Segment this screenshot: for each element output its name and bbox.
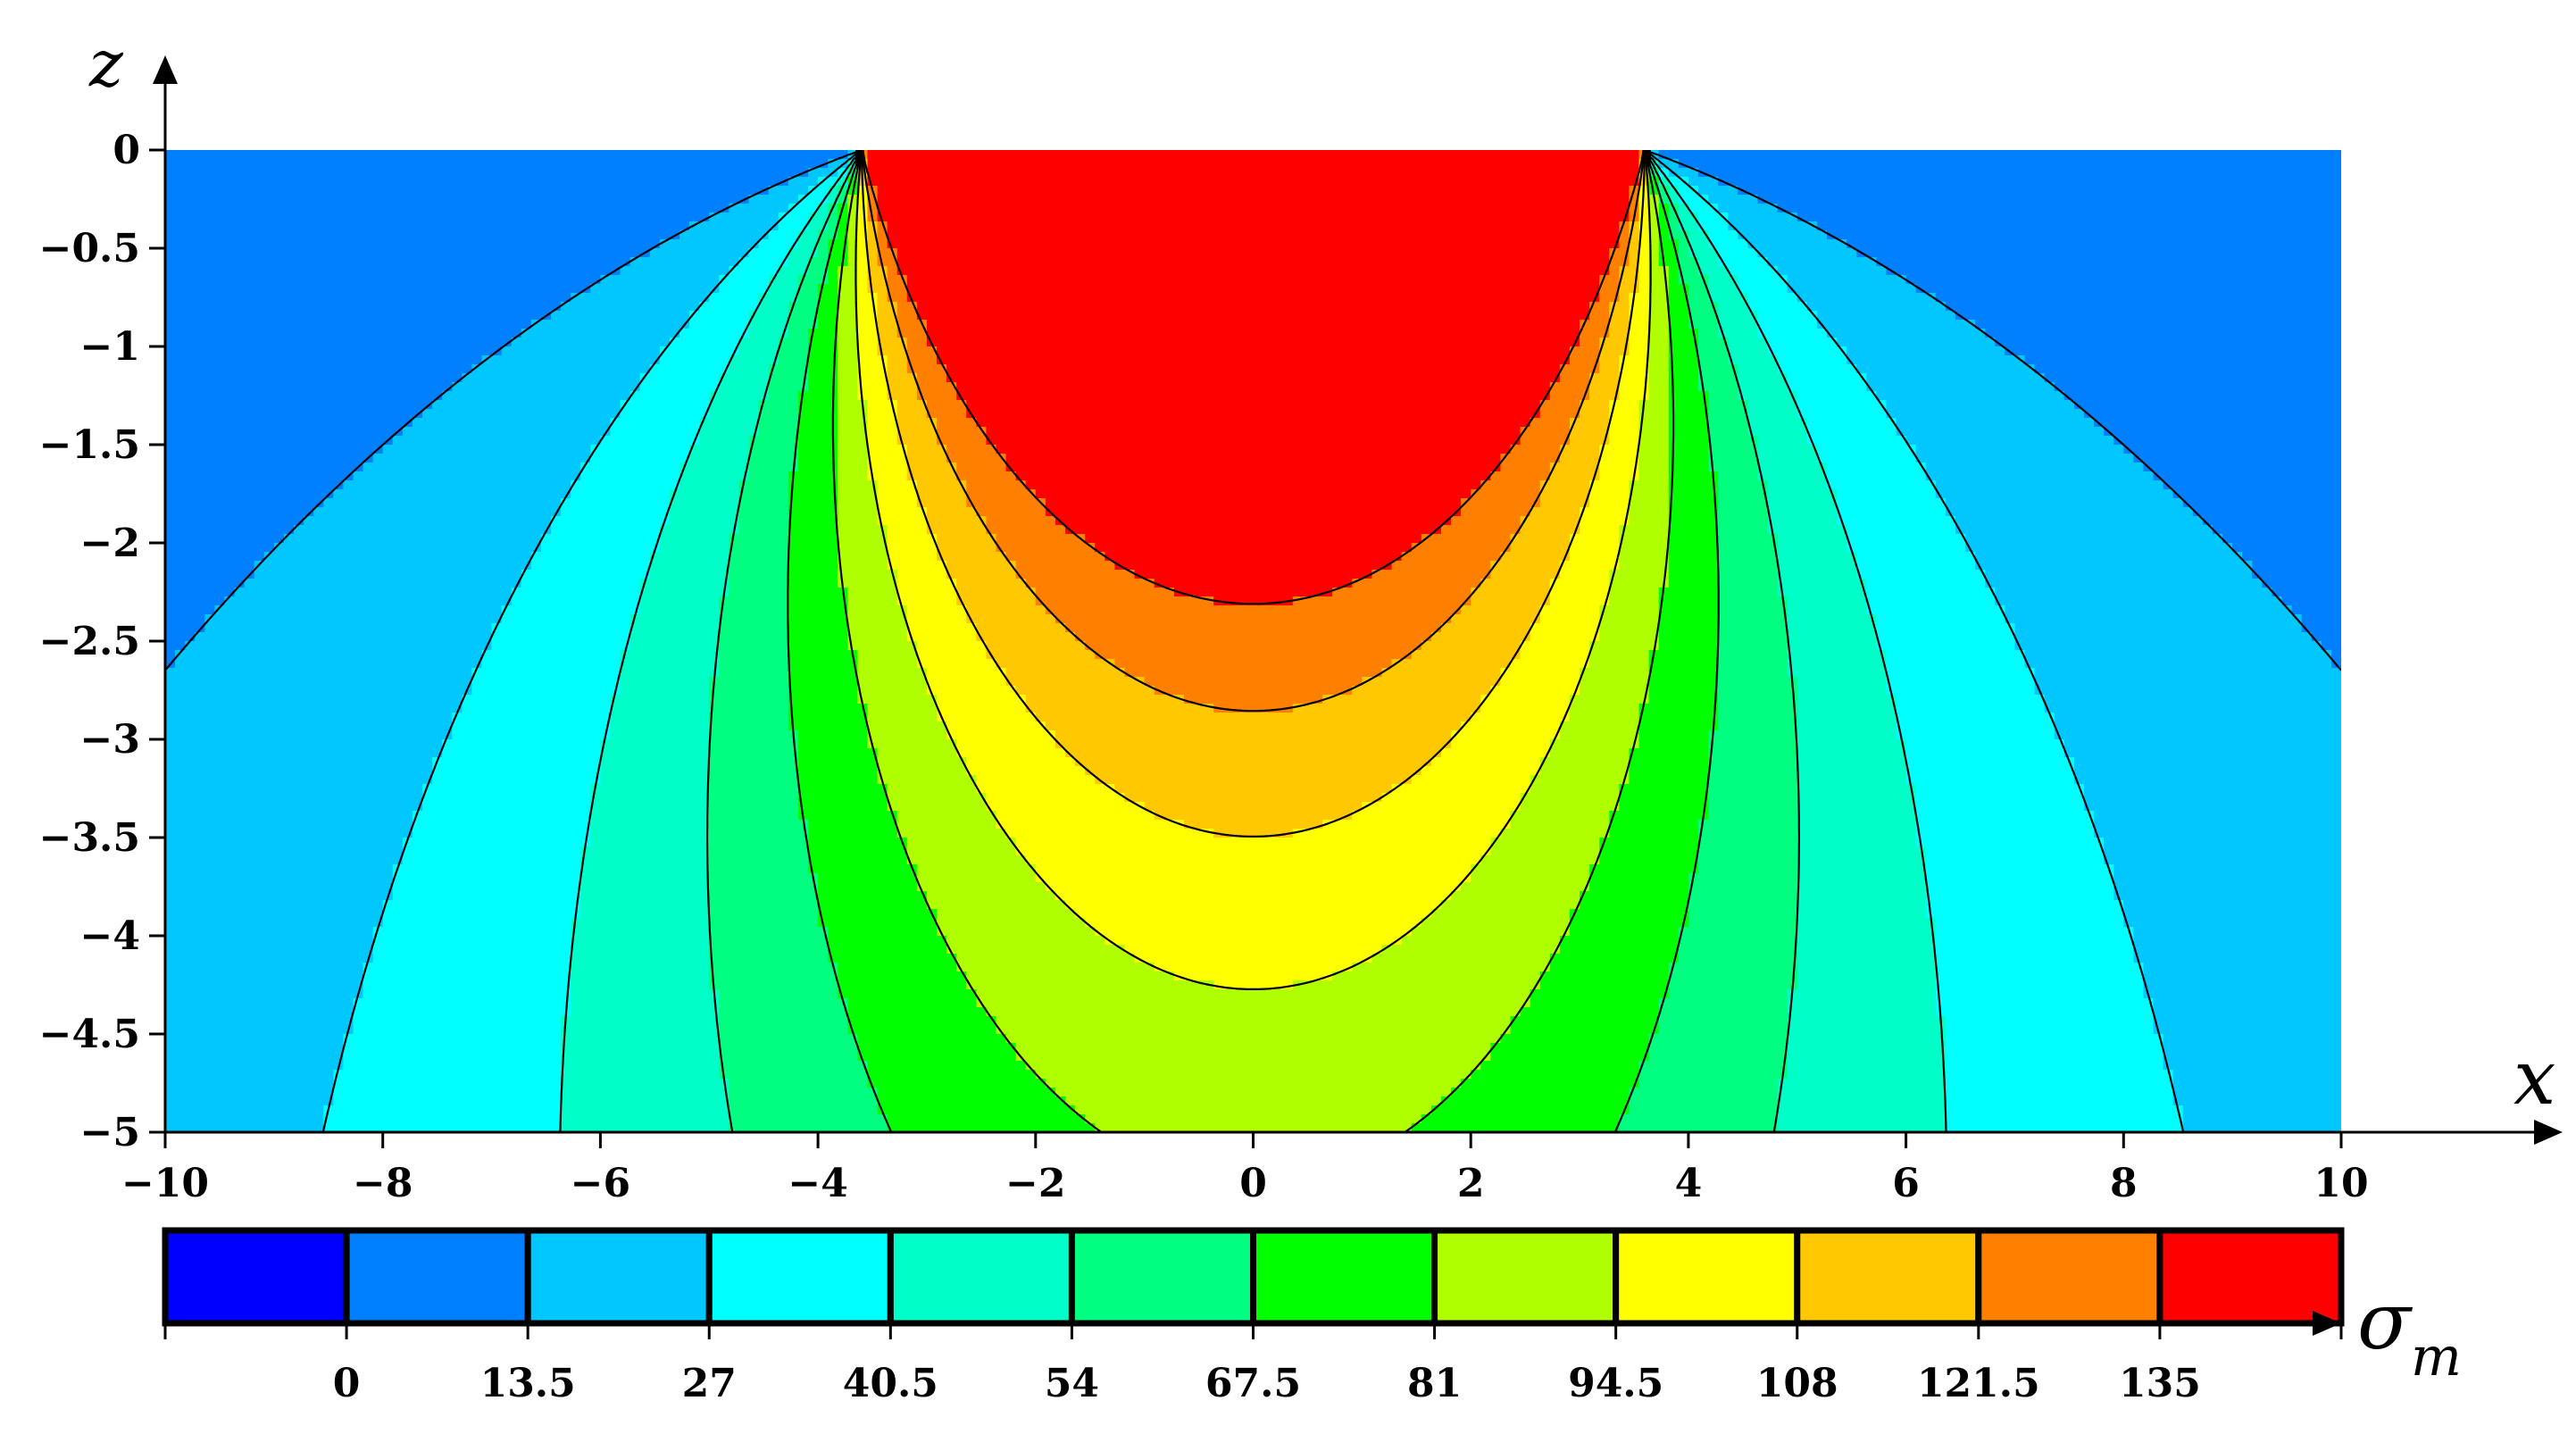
contour-plot-area xyxy=(165,150,2341,1132)
z-tick-label: −2.5 xyxy=(39,619,140,664)
x-tick-label: 2 xyxy=(1457,1161,1485,1206)
colorbar-swatch xyxy=(1068,1227,1257,1327)
colorbar-tick-label: 40.5 xyxy=(843,1361,938,1406)
z-tick-label: −1 xyxy=(80,324,140,370)
x-tick-label: 10 xyxy=(2313,1161,2368,1206)
z-tick-label: −4 xyxy=(80,913,140,959)
x-tick-label: −2 xyxy=(1005,1161,1065,1206)
z-tick-label: −4.5 xyxy=(39,1012,140,1057)
x-tick-label: −6 xyxy=(571,1161,630,1206)
contour-fill xyxy=(165,150,2341,1132)
z-tick-label: −5 xyxy=(80,1110,140,1155)
z-tick-label: −3 xyxy=(80,717,140,763)
axes: −10 −8 −6 −4 −2 0 2 4 6 8 10 0 −0.5 −1 −1.5 −2 −2.5 −3 −3.… xyxy=(39,26,2563,1206)
colorbar-swatch xyxy=(1250,1227,1438,1327)
z-axis-label: z xyxy=(88,26,124,101)
colorbar-tick-label: 94.5 xyxy=(1568,1361,1663,1406)
colorbar-tick-label: 135 xyxy=(2119,1361,2201,1406)
x-tick-label: 8 xyxy=(2110,1161,2138,1206)
z-tick-label: −0.5 xyxy=(39,226,140,271)
contour-line-2 xyxy=(321,150,2185,1132)
z-tick-label: −3.5 xyxy=(39,815,140,861)
x-tick-label: 4 xyxy=(1675,1161,1703,1206)
colorbar-tick-label: 108 xyxy=(1756,1361,1838,1406)
colorbar-label: σ xyxy=(2357,1275,2413,1367)
colorbar-swatch xyxy=(1794,1227,1982,1327)
colorbar-swatch xyxy=(1975,1227,2163,1327)
colorbar-swatch xyxy=(705,1227,894,1327)
colorbar-swatch xyxy=(1613,1227,1801,1327)
colorbar-tick-label: 13.5 xyxy=(480,1361,576,1406)
colorbar-swatch xyxy=(162,1227,350,1327)
contour-lines xyxy=(165,150,2341,1132)
x-axis-label: x xyxy=(2513,1034,2555,1121)
x-tick-label: −4 xyxy=(788,1161,847,1206)
colorbar: 0 13.5 27 40.5 54 67.5 81 94.5 108 121.5 135 σ m xyxy=(162,1227,2462,1406)
colorbar-swatch xyxy=(524,1227,713,1327)
z-axis-arrow-icon xyxy=(153,55,178,84)
x-tick-label: 6 xyxy=(1892,1161,1920,1206)
z-tick-label: −1.5 xyxy=(39,422,140,468)
colorbar-tick-label: 0 xyxy=(333,1361,361,1406)
colorbar-label-subscript: m xyxy=(2411,1326,2462,1388)
colorbar-swatch xyxy=(887,1227,1075,1327)
colorbar-swatch xyxy=(1431,1227,1620,1327)
colorbar-tick-label: 81 xyxy=(1407,1361,1462,1406)
contour-line-10 xyxy=(862,150,1645,605)
colorbar-tick-label: 54 xyxy=(1045,1361,1099,1406)
colorbar-swatch xyxy=(343,1227,531,1327)
colorbar-tick-label: 27 xyxy=(682,1361,737,1406)
colorbar-arrow-icon xyxy=(2313,1311,2341,1336)
colorbar-tick-label: 121.5 xyxy=(1917,1361,2040,1406)
x-tick-label: −10 xyxy=(121,1161,209,1206)
colorbar-tick-label: 67.5 xyxy=(1205,1361,1301,1406)
x-tick-label: 0 xyxy=(1239,1161,1267,1206)
x-axis-arrow-icon xyxy=(2534,1120,2563,1145)
contour-line-1 xyxy=(165,150,2341,671)
z-tick-label: 0 xyxy=(113,128,140,173)
colorbar-swatch xyxy=(2156,1227,2345,1327)
z-tick-label: −2 xyxy=(80,521,140,566)
x-tick-label: −8 xyxy=(353,1161,413,1206)
